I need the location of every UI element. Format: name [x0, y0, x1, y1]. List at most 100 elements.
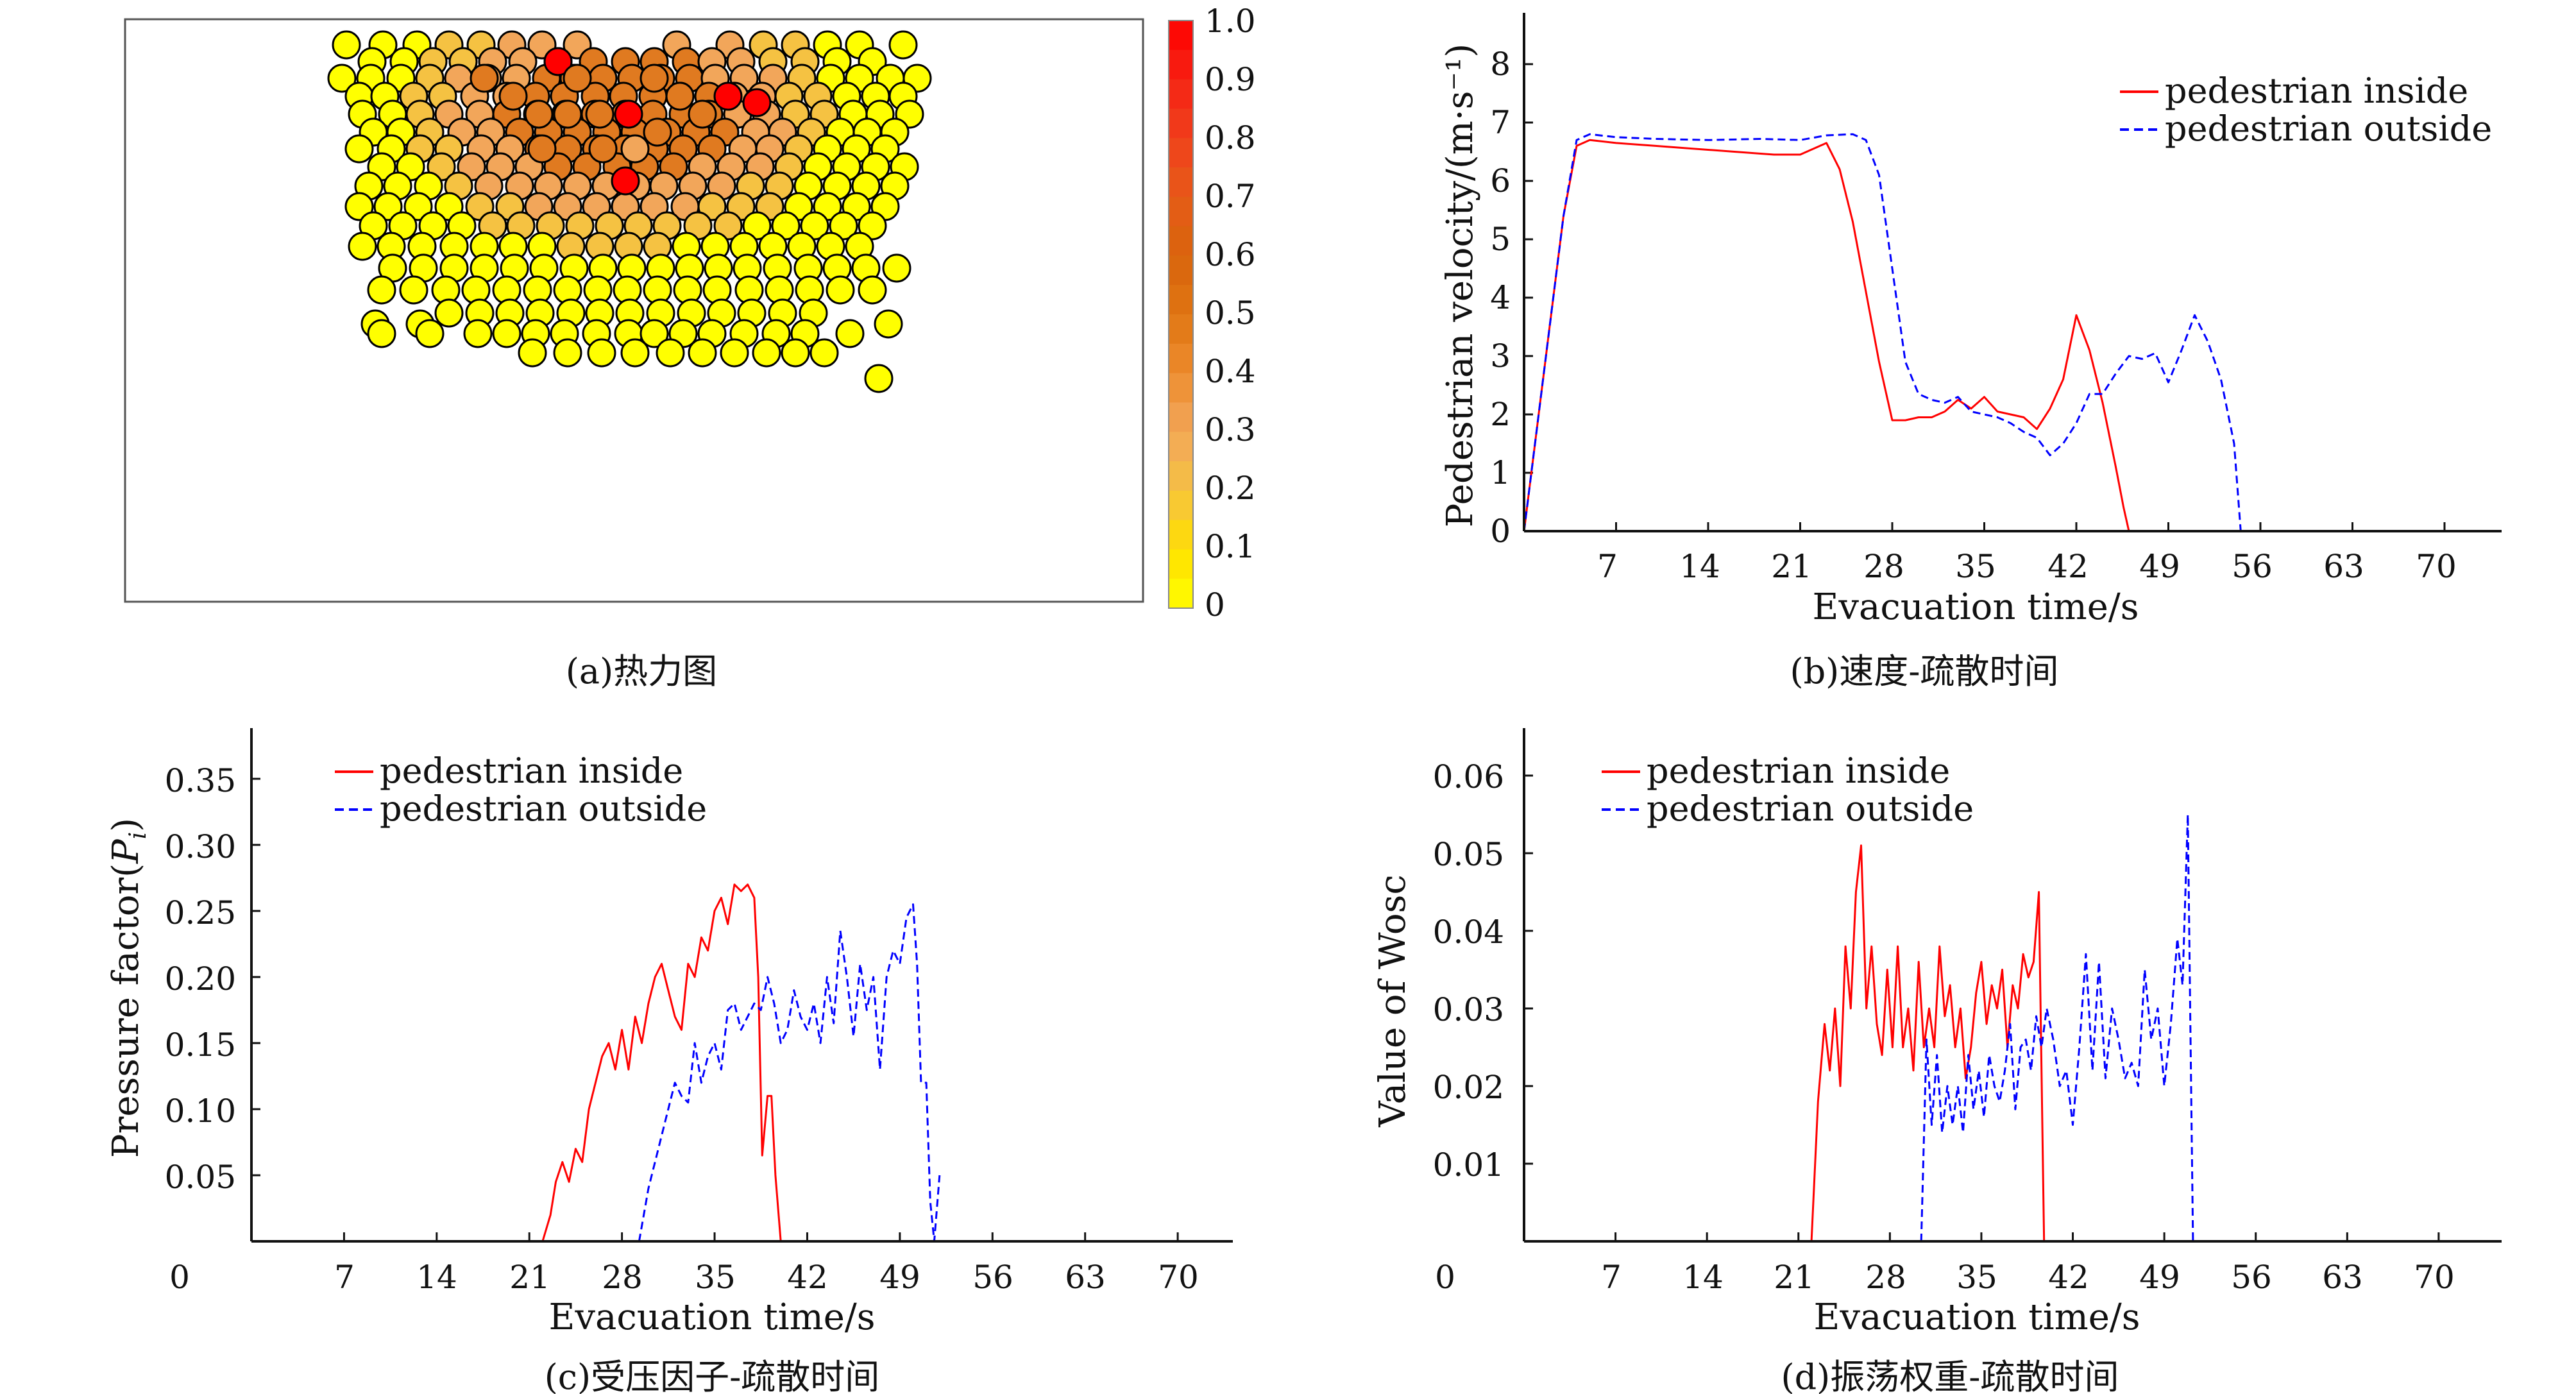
x-tick-label: 70	[2414, 1259, 2455, 1296]
pedestrian-circle-hot	[614, 99, 643, 129]
pedestrian-circle	[864, 364, 894, 393]
y-tick-label: 0.10	[165, 1092, 236, 1130]
pedestrian-circle	[463, 319, 493, 348]
y-tick-label: 0.03	[1433, 991, 1504, 1028]
colorbar-segment	[1169, 373, 1193, 403]
colorbar-tick-label: 0.5	[1205, 294, 1256, 332]
colorbar-frame	[1168, 20, 1194, 609]
y-axis-label-main: Pressure factor(	[105, 863, 147, 1158]
y-tick-label: 0.02	[1433, 1069, 1504, 1106]
y-tick-label: 5	[1490, 221, 1511, 258]
y-axis-label-close: )	[105, 818, 147, 832]
colorbar-tick-label: 0.8	[1205, 119, 1256, 157]
x-tick-label: 28	[1863, 548, 1904, 585]
series-line-pedestrian-inside	[1810, 844, 2046, 1242]
x-tick-label: 35	[695, 1259, 736, 1296]
pedestrian-circle	[403, 192, 433, 221]
pedestrian-circle-hot	[543, 47, 573, 76]
x-tick-label: 35	[1956, 1259, 1997, 1296]
x-tick-label: 42	[2047, 548, 2089, 585]
legend-label-outside: pedestrian outside	[2165, 108, 2492, 149]
y-tick-label: 0.35	[165, 762, 236, 799]
panel-d-x-axis-label: Evacuation time/s	[1814, 1296, 2140, 1338]
panel-c-caption: (c)受压因子-疏散时间	[545, 1357, 880, 1394]
pedestrian-circle	[752, 338, 781, 368]
y-tick-label: 0.15	[165, 1026, 236, 1064]
pedestrian-circle	[553, 338, 582, 368]
pedestrian-circle	[373, 192, 403, 221]
pedestrian-circle	[771, 211, 801, 241]
colorbar-tick-label: 1.0	[1205, 3, 1256, 40]
legend-label-inside: pedestrian inside	[1647, 751, 1950, 791]
colorbar-segment	[1169, 402, 1193, 432]
panel-d-ticks	[1524, 774, 2440, 1241]
colorbar-segment	[1169, 138, 1193, 168]
series-line-pedestrian-outside	[638, 903, 941, 1243]
panel-a-caption: (a)热力图	[566, 651, 717, 692]
colorbar-segment	[1169, 579, 1193, 609]
y-tick-label: 3	[1490, 337, 1511, 375]
y-tick-label: 0.06	[1433, 758, 1504, 795]
colorbar-segment	[1169, 226, 1193, 256]
y-tick-label: 0.04	[1433, 914, 1504, 951]
legend-label-inside: pedestrian inside	[2165, 71, 2468, 111]
series-line-pedestrian-outside	[1920, 813, 2194, 1242]
x-tick-label: 63	[1065, 1259, 1106, 1296]
pedestrian-circle-hot	[713, 81, 743, 111]
panel-b-series-lines	[1523, 133, 2242, 532]
panel-d-caption: (d)振荡权重-疏散时间	[1781, 1357, 2119, 1394]
pedestrian-circle-hot	[643, 117, 672, 147]
x-tick-label: 70	[2416, 548, 2457, 585]
heatmap-colorbar	[1168, 20, 1194, 609]
y-axis-label-sub: i	[125, 832, 151, 840]
panel-b-velocity-chart: 7 14 21 28 35 42 49 56 63 70 0 1 2 3 4 5…	[1439, 13, 2502, 692]
pedestrian-circle-hot	[563, 64, 592, 93]
x-tick-label: 42	[2048, 1259, 2089, 1296]
colorbar-tick-labels: 1.0 0.9 0.8 0.7 0.6 0.5 0.4 0.3 0.2 0.1 …	[1205, 3, 1256, 624]
x-tick-label: 28	[602, 1259, 643, 1296]
colorbar-segment	[1169, 490, 1193, 521]
x-tick-label: 42	[787, 1259, 828, 1296]
pedestrian-circle-hot	[665, 81, 695, 111]
panel-d-series-lines	[1810, 813, 2194, 1242]
pedestrian-circle	[858, 275, 887, 305]
x-tick-label: 70	[1158, 1259, 1199, 1296]
pedestrian-circle-hot	[585, 99, 614, 129]
x-tick-label: 14	[1679, 548, 1720, 585]
colorbar-tick-label: 0.4	[1205, 353, 1256, 390]
panel-a-heatmap: 1.0 0.9 0.8 0.7 0.6 0.5 0.4 0.3 0.2 0.1 …	[124, 3, 1256, 692]
x-tick-label: 14	[1682, 1259, 1724, 1296]
pedestrian-circle	[713, 211, 743, 241]
panel-b-y-axis-label: Pedestrian velocity/(m·s⁻¹)	[1439, 44, 1481, 528]
panel-b-y-tick-labels: 0 1 2 3 4 5 6 7 8	[1490, 46, 1511, 550]
x-tick-label: 49	[2139, 1259, 2180, 1296]
pedestrian-circle	[809, 338, 839, 368]
x-tick-label: 63	[2323, 548, 2364, 585]
panel-b-x-axis-label: Evacuation time/s	[1813, 586, 2139, 628]
y-tick-label: 0.05	[165, 1159, 236, 1196]
y-tick-label: 0	[1490, 513, 1511, 550]
x-origin-label: 0	[1435, 1259, 1455, 1296]
pedestrian-circle	[620, 338, 650, 368]
pedestrian-circle-hot	[588, 134, 618, 164]
pedestrian-circle	[826, 275, 855, 305]
colorbar-segment	[1169, 49, 1193, 80]
pedestrian-circle-hot	[527, 134, 557, 164]
pedestrian-circle-hot	[553, 99, 582, 129]
colorbar-segment	[1169, 314, 1193, 344]
y-tick-label: 0.20	[165, 960, 236, 998]
pedestrian-circle	[858, 211, 887, 241]
colorbar-segment	[1169, 167, 1193, 198]
pedestrian-circle-hot	[640, 64, 669, 93]
panel-b-caption: (b)速度-疏散时间	[1790, 651, 2059, 692]
colorbar-tick-label: 0.7	[1205, 178, 1256, 215]
colorbar-segment	[1169, 285, 1193, 315]
x-tick-label: 56	[2232, 548, 2273, 585]
y-tick-label: 6	[1490, 162, 1511, 200]
panel-d-x-tick-labels: 7 14 21 28 35 42 49 56 63 70	[1601, 1259, 2455, 1296]
y-tick-label: 0.25	[165, 894, 236, 931]
colorbar-segment	[1169, 432, 1193, 462]
x-tick-label: 21	[509, 1259, 550, 1296]
panel-d-legend: pedestrian inside pedestrian outside	[1602, 751, 1974, 829]
pedestrian-circle-hot	[498, 81, 528, 111]
